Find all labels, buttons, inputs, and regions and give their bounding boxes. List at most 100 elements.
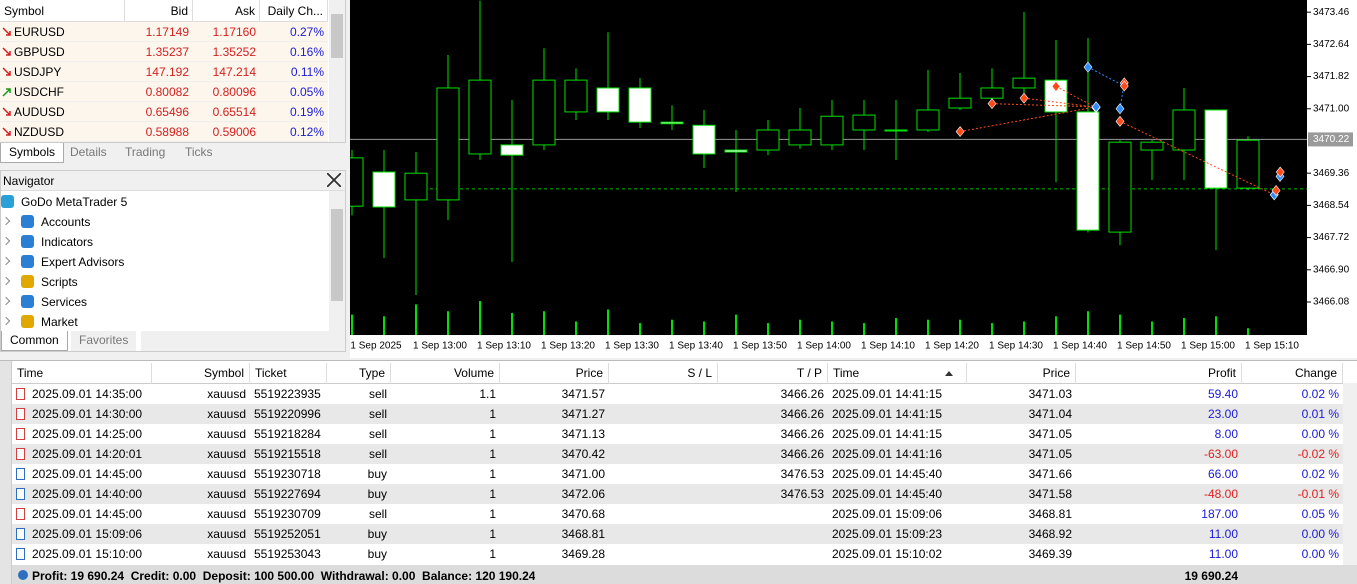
column-header[interactable]: Symbol bbox=[0, 0, 125, 22]
column-header[interactable]: Type bbox=[327, 363, 391, 384]
navigator-item[interactable]: Expert Advisors bbox=[41, 255, 125, 269]
symbol: NZDUSD bbox=[14, 125, 64, 139]
y-tick-label: 3467.72 bbox=[1313, 232, 1350, 243]
symbol: USDCHF bbox=[14, 85, 64, 99]
trend-icon bbox=[2, 47, 11, 56]
item-icon bbox=[21, 275, 34, 288]
price-axis bbox=[1307, 0, 1357, 358]
cell: xauusd bbox=[207, 447, 246, 461]
trade-row[interactable] bbox=[12, 424, 1343, 444]
cell: xauusd bbox=[207, 427, 246, 441]
column-header[interactable]: Price bbox=[500, 363, 609, 384]
trend-icon bbox=[2, 88, 11, 97]
tab[interactable]: Trading bbox=[125, 145, 166, 159]
tab[interactable]: Ticks bbox=[185, 145, 213, 159]
tree-toggle[interactable] bbox=[1, 276, 11, 286]
cell: xauusd bbox=[207, 547, 246, 561]
cell: 2025.09.01 14:45:00 bbox=[32, 467, 143, 481]
cell: xauusd bbox=[207, 467, 246, 481]
cell: xauusd bbox=[207, 487, 246, 501]
navigator-item[interactable]: GoDo MetaTrader 5 bbox=[21, 195, 128, 209]
symbol-row[interactable]: USDCHF 0.80082 0.80096 0.05% bbox=[0, 82, 328, 102]
column-header[interactable]: Time bbox=[12, 363, 152, 384]
x-tick-label: 1 Sep 14:20 bbox=[925, 341, 979, 352]
cell: 2025.09.01 15:09:06 bbox=[832, 507, 943, 521]
symbol-row[interactable]: USDJPY 147.192 147.214 0.11% bbox=[0, 62, 328, 82]
trade-row[interactable] bbox=[12, 484, 1343, 504]
column-header[interactable]: Ticket bbox=[250, 363, 327, 384]
symbol-row[interactable]: GBPUSD 1.35237 1.35252 0.16% bbox=[0, 42, 328, 62]
trade-row[interactable] bbox=[12, 524, 1343, 544]
tree-toggle[interactable] bbox=[1, 296, 11, 306]
navigator-item[interactable]: Services bbox=[41, 295, 88, 309]
cell: 66.00 bbox=[1207, 467, 1238, 481]
trade-row[interactable] bbox=[12, 504, 1343, 524]
navigator-item[interactable]: Accounts bbox=[41, 215, 91, 229]
cell: 2025.09.01 15:09:23 bbox=[832, 527, 943, 541]
item-icon bbox=[21, 235, 34, 248]
column-header[interactable]: S / L bbox=[609, 363, 718, 384]
column-header[interactable]: Volume bbox=[391, 363, 500, 384]
cell: 3466.26 bbox=[780, 447, 824, 461]
arrow bbox=[2, 107, 11, 116]
tree-toggle[interactable] bbox=[1, 216, 11, 226]
trade-open bbox=[1051, 80, 1061, 92]
daily-change: 0.12% bbox=[289, 125, 324, 139]
trade-row[interactable] bbox=[12, 384, 1343, 404]
column-header[interactable]: Symbol bbox=[152, 363, 250, 384]
trade-close bbox=[1271, 184, 1281, 196]
cell: -0.02 % bbox=[1297, 447, 1339, 461]
tab[interactable]: Symbols bbox=[0, 143, 65, 163]
trade-row[interactable] bbox=[12, 464, 1343, 484]
cell: buy bbox=[367, 527, 387, 541]
column-header[interactable]: Daily Ch... bbox=[260, 0, 328, 22]
column-header[interactable]: Profit bbox=[1076, 363, 1242, 384]
trend-icon bbox=[2, 107, 11, 116]
tree-toggle[interactable] bbox=[1, 256, 11, 266]
y-tick-label: 3471.82 bbox=[1313, 71, 1350, 82]
tab[interactable]: Favorites bbox=[71, 331, 137, 351]
x-tick-label: 1 Sep 13:00 bbox=[413, 341, 467, 352]
column-header[interactable]: Price bbox=[967, 363, 1076, 384]
tree-toggle[interactable] bbox=[1, 236, 11, 246]
navigator-item[interactable]: Market bbox=[41, 315, 78, 329]
column-header[interactable]: Bid bbox=[125, 0, 193, 22]
candle-body bbox=[788, 129, 812, 146]
trade-row[interactable] bbox=[12, 404, 1343, 424]
cell: 3471.00 bbox=[561, 467, 605, 481]
trade-row[interactable] bbox=[12, 544, 1343, 564]
cell: 3476.53 bbox=[780, 467, 824, 481]
symbol-row[interactable]: EURUSD 1.17149 1.17160 0.27% bbox=[0, 22, 328, 42]
column-header[interactable]: Time bbox=[828, 363, 967, 384]
symbol: GBPUSD bbox=[14, 45, 65, 59]
tree-toggle[interactable] bbox=[1, 316, 11, 326]
chart: 3473.46 3472.64 3471.82 3471.00 3469.36 3468.… bbox=[350, 0, 1357, 358]
toolbox-strip bbox=[0, 361, 12, 584]
scrollbar[interactable] bbox=[1343, 383, 1357, 565]
tab[interactable]: Details bbox=[70, 145, 107, 159]
market-watch-tabs: Symbols Details Trading Ticks bbox=[0, 142, 346, 163]
close-button[interactable] bbox=[327, 173, 341, 187]
trade-row[interactable] bbox=[12, 444, 1343, 464]
scroll-thumb[interactable] bbox=[331, 14, 343, 58]
ask: 0.80096 bbox=[212, 85, 256, 99]
trade-line bbox=[991, 103, 1097, 108]
cell: 5519215518 bbox=[254, 447, 321, 461]
candle-body bbox=[468, 79, 492, 155]
column-header[interactable]: Change bbox=[1242, 363, 1343, 384]
scroll-thumb[interactable] bbox=[331, 209, 343, 301]
cell: 23.00 bbox=[1207, 407, 1238, 421]
tab[interactable]: Common bbox=[1, 331, 68, 351]
navigator-item[interactable]: Scripts bbox=[41, 275, 78, 289]
cell: 3471.13 bbox=[561, 427, 605, 441]
cell: 187.00 bbox=[1201, 507, 1238, 521]
column-header[interactable]: Ask bbox=[193, 0, 260, 22]
cell: 3466.26 bbox=[780, 407, 824, 421]
symbol-row[interactable]: NZDUSD 0.58988 0.59006 0.12% bbox=[0, 122, 328, 142]
navigator-item[interactable]: Indicators bbox=[41, 235, 94, 249]
column-header[interactable]: T / P bbox=[718, 363, 828, 384]
cell: 0.00 % bbox=[1301, 427, 1339, 441]
symbol-row[interactable]: AUDUSD 0.65496 0.65514 0.19% bbox=[0, 102, 328, 122]
deal-icon bbox=[16, 448, 25, 460]
